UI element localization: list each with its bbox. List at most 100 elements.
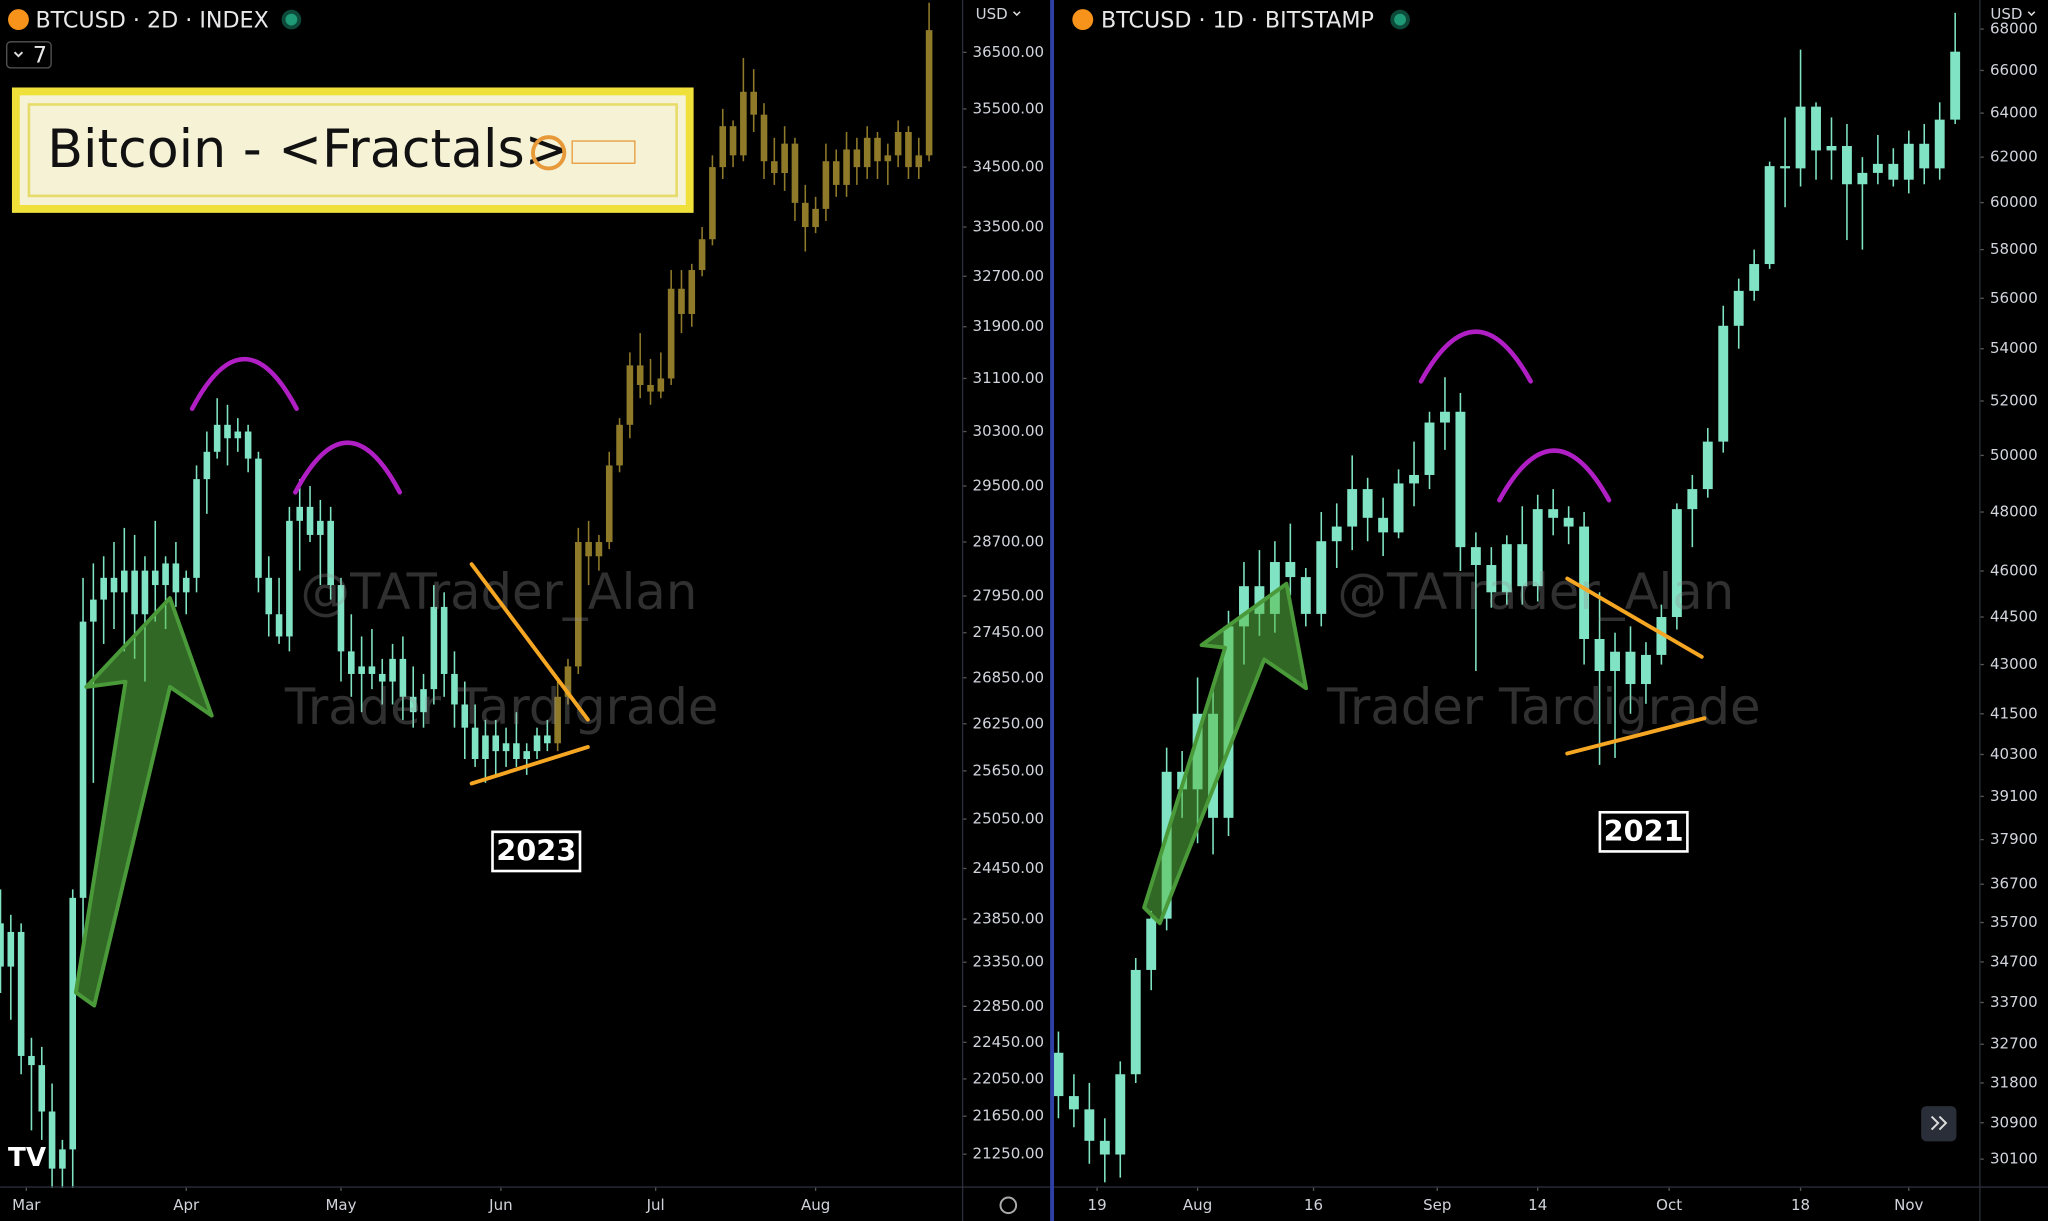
candle-body	[306, 506, 314, 535]
y-tick-label: 22850.00	[973, 997, 1045, 1015]
watermark: Trader Tardigrade	[284, 678, 719, 736]
candle-body	[224, 424, 231, 439]
candle-body	[1718, 325, 1729, 442]
candle-body	[296, 506, 304, 521]
y-tick-label: 27450.00	[973, 623, 1045, 641]
y-tick-label: 30900	[1990, 1113, 2038, 1131]
candle-body	[1841, 146, 1852, 185]
candle-body	[884, 155, 892, 162]
candle-body	[574, 542, 582, 667]
candle-body	[255, 458, 262, 578]
candle-body	[399, 658, 407, 697]
candle-body	[420, 689, 427, 713]
candle-body	[729, 126, 737, 156]
candle-body	[1903, 143, 1914, 180]
y-tick-label: 62000	[1990, 148, 2038, 166]
y-tick-label: 68000	[1990, 20, 2038, 38]
y-tick-label: 25050.00	[973, 810, 1045, 828]
candle-body	[378, 673, 386, 682]
candle-body	[544, 735, 551, 744]
candle-body	[1764, 166, 1775, 265]
x-tick-label: Aug	[1183, 1196, 1212, 1214]
y-tick-label: 24450.00	[973, 859, 1045, 877]
title-text: Bitcoin - <Fractals>	[47, 120, 568, 180]
candle-body	[915, 155, 923, 168]
y-tick-label: 50000	[1990, 446, 2038, 464]
currency[interactable]: USD	[1990, 5, 2022, 23]
y-tick-label: 36700	[1990, 875, 2038, 893]
x-tick-label: Oct	[1656, 1196, 1682, 1214]
currency[interactable]: USD	[976, 5, 1008, 23]
symbol-title[interactable]: BTCUSD · 1D · BITSTAMP	[1101, 7, 1374, 33]
candle-body	[523, 751, 531, 760]
candle-body	[1749, 264, 1760, 291]
candle-body	[1702, 441, 1713, 490]
candle-body	[1532, 509, 1543, 587]
candle-body	[667, 288, 675, 379]
y-tick-label: 54000	[1990, 339, 2038, 357]
candle-body	[874, 137, 881, 162]
candle-body	[1872, 163, 1883, 173]
x-tick-label: 18	[1791, 1196, 1810, 1214]
coin-icon	[1072, 9, 1094, 31]
x-tick-label: Nov	[1894, 1196, 1923, 1214]
indicator-toggle[interactable]	[6, 41, 52, 69]
y-tick-label: 43000	[1990, 655, 2038, 673]
trendlines	[469, 562, 1707, 786]
candle-body	[317, 520, 324, 535]
settings-icon[interactable]	[999, 1196, 1018, 1215]
candle-body	[451, 673, 458, 705]
candle-body	[1501, 544, 1512, 593]
candle-body	[832, 161, 840, 185]
y-tick-label: 23350.00	[973, 953, 1045, 971]
candle-body	[1316, 541, 1327, 614]
candle-body	[1115, 1074, 1126, 1155]
y-tick-label: 37900	[1990, 830, 2038, 848]
candle-body	[812, 208, 819, 228]
annotation-box	[491, 830, 582, 873]
candle-body	[182, 577, 190, 593]
candle-body	[750, 91, 757, 115]
candle-body	[7, 931, 15, 967]
y-tick-label: 56000	[1990, 289, 2038, 307]
arc	[189, 356, 299, 412]
coin-icon	[8, 9, 29, 31]
y-tick-label: 58000	[1990, 240, 2038, 258]
y-tick-label: 35700	[1990, 913, 2038, 931]
candle-body	[1826, 146, 1837, 151]
candle-body	[1285, 562, 1296, 578]
chevron	[1012, 11, 1021, 17]
candle-body	[286, 520, 293, 637]
candle-body	[1563, 517, 1574, 527]
candle-body	[1594, 638, 1605, 672]
candle-body	[1254, 586, 1265, 614]
y-tick-label: 31900.00	[973, 317, 1045, 335]
y-tick-label: 34500.00	[973, 158, 1045, 176]
y-tick-label: 41500	[1990, 704, 2038, 722]
candle-body	[1656, 617, 1667, 655]
candle-body	[48, 1111, 56, 1169]
candle-body	[709, 167, 716, 240]
candle-body	[110, 577, 118, 593]
trendline	[1565, 576, 1704, 659]
logo	[531, 135, 567, 171]
x-tick-label: 16	[1304, 1196, 1323, 1214]
candle-body	[688, 270, 696, 314]
chevrons	[1930, 1115, 1948, 1131]
pane-separator[interactable]	[1050, 0, 1055, 1221]
arc	[293, 440, 403, 495]
candle-body	[1099, 1140, 1110, 1155]
candle-body	[1486, 565, 1497, 593]
y-tick-label: 52000	[1990, 392, 2038, 410]
candle-body	[471, 727, 479, 760]
annotation-box	[1598, 810, 1689, 853]
candle-body	[740, 91, 747, 156]
candle-body	[121, 570, 128, 593]
candle-body	[1146, 918, 1157, 970]
symbol-title[interactable]: BTCUSD · 2D · INDEX	[35, 7, 268, 33]
candle-body	[100, 577, 107, 600]
candle-body	[1579, 526, 1590, 639]
candle-body	[894, 132, 902, 156]
